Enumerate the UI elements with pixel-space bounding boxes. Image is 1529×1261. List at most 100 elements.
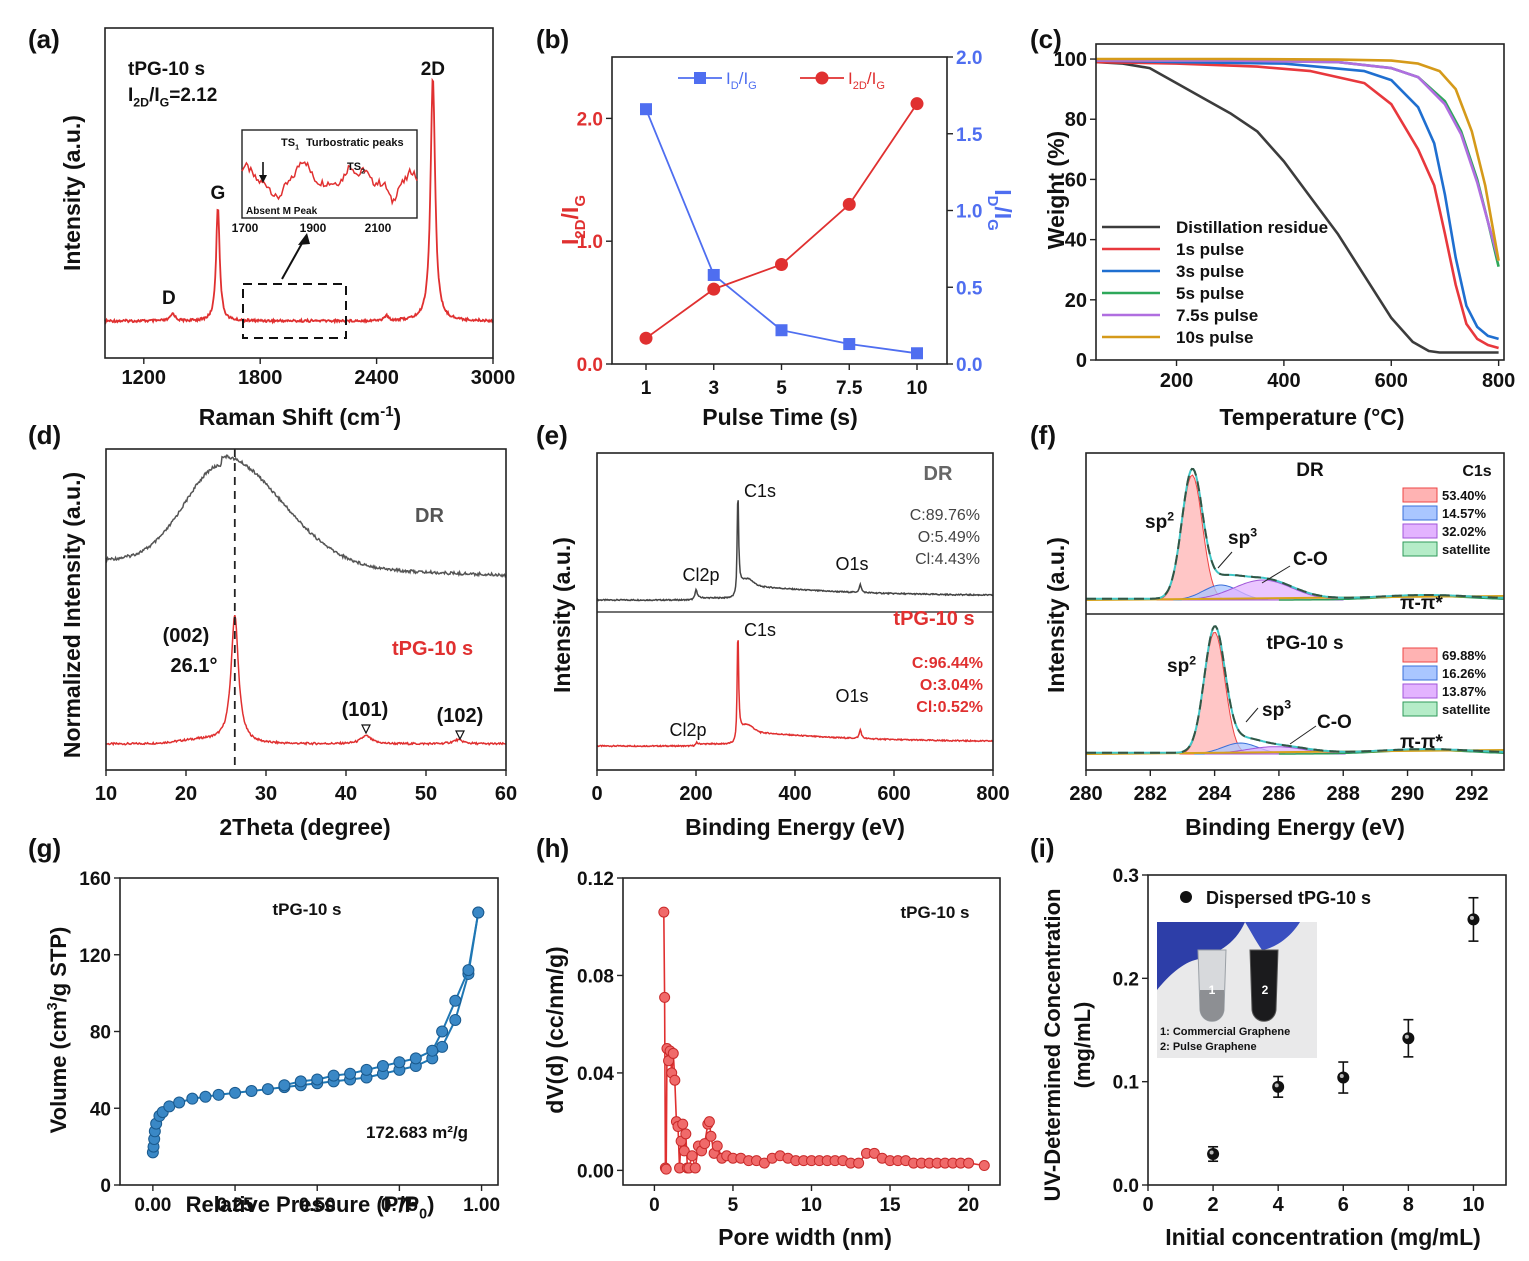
y-axis-title-left-part: 2D	[572, 219, 589, 238]
y-axis-title-left: I2D/IG	[557, 195, 589, 245]
y-axis-title-right-part: /I	[990, 206, 1016, 219]
data-point-square	[640, 103, 652, 116]
y-axis-title: Intensity (a.u.)	[1043, 537, 1069, 693]
isotherm-point	[472, 906, 485, 919]
isotherm-point	[245, 1084, 258, 1097]
ratio-label-part: /I	[149, 85, 160, 106]
pore-curve	[663, 912, 985, 1172]
pore-point	[868, 1147, 880, 1159]
legend-swatch	[1402, 701, 1438, 717]
legend-swatch	[1402, 683, 1438, 699]
peak-marker	[361, 724, 371, 735]
isotherm-point	[409, 1052, 422, 1065]
zoom-box	[242, 283, 347, 339]
y-axis-title-left-part: /I	[557, 207, 583, 220]
ratio-label: I2D/IG=2.12	[128, 85, 217, 110]
legend-swatch	[1402, 541, 1438, 557]
x-tick-label: 800	[976, 783, 1009, 805]
x-tick-label: 7.5	[836, 378, 863, 399]
tube-pulse	[1249, 949, 1279, 1022]
x-axis-title-part: Raman Shift (cm	[199, 404, 380, 430]
series-line-square	[645, 108, 918, 355]
peak-label: O1s	[835, 686, 868, 706]
plot-frame	[105, 448, 507, 771]
legend-label: satellite	[1442, 542, 1490, 557]
peak-label: D	[162, 288, 176, 309]
peak-label: Cl2p	[669, 720, 706, 740]
y-tick-label: 40	[1065, 230, 1087, 252]
x-tick-label: 60	[495, 783, 517, 805]
panel-label-i: (i)	[1030, 833, 1055, 863]
sample-label: tPG-10 s	[901, 903, 970, 922]
x-tick-label: 0	[649, 1195, 660, 1216]
legend-label-part: /I	[739, 69, 748, 88]
data-point	[1272, 1080, 1285, 1093]
y-tick-label: 60	[1065, 169, 1087, 191]
x-tick-label: 3	[708, 378, 719, 399]
data-point-highlight	[1209, 1150, 1214, 1155]
series-label-tpg: tPG-10 s	[893, 608, 974, 630]
zoom-arrow-head	[298, 233, 310, 245]
plot-frame	[1085, 452, 1505, 771]
inset-tick-label: 2100	[365, 221, 392, 235]
x-tick-label: 10	[906, 378, 927, 399]
x-tick-label: 1200	[122, 367, 167, 389]
data-point-circle	[707, 282, 721, 296]
sp2-label: sp2	[1145, 509, 1174, 533]
panel-i-concentration: 1 2 1: Commercial Graphene 2: Pulse Graphen…	[1030, 833, 1507, 1250]
legend-label: 5s pulse	[1176, 284, 1244, 303]
pointer-line	[1289, 725, 1317, 745]
x-axis-title: 2Theta (degree)	[219, 814, 390, 840]
legend-label-part: G	[876, 80, 885, 92]
isotherm-point	[426, 1044, 439, 1057]
inset-caption: 2: Pulse Graphene	[1160, 1041, 1257, 1053]
envelope-dashed	[1086, 625, 1504, 754]
legend-label: 16.26%	[1442, 666, 1487, 681]
y-axis-title-part: Volume (cm	[46, 1010, 71, 1133]
composition-dr: O:5.49%	[918, 529, 980, 546]
y-tick-label: 0.3	[1113, 866, 1139, 887]
y-tick-label: 160	[79, 869, 111, 890]
pi-label: π-π*	[1400, 593, 1443, 614]
sample-label: DR	[1296, 460, 1324, 481]
ts2-label-part: TS	[347, 161, 361, 173]
isotherm-desorption	[284, 912, 480, 1087]
x-tick-label: 282	[1134, 783, 1167, 805]
ts2-label-part: 2	[361, 167, 365, 175]
data-point-circle	[842, 197, 856, 211]
data-point-highlight	[1469, 915, 1474, 920]
x-tick-label: 600	[1375, 370, 1408, 392]
legend-label: 69.88%	[1442, 648, 1487, 663]
legend-label: 14.57%	[1442, 506, 1487, 521]
legend-label-part: I	[848, 69, 853, 88]
legend-label: satellite	[1442, 702, 1490, 717]
legend-label: I2D/IG	[848, 69, 885, 92]
inset-tick-label: 1700	[232, 221, 259, 235]
x-tick-label: 10	[801, 1195, 822, 1216]
tube-label: 2	[1262, 983, 1269, 997]
pointer-line	[1245, 707, 1259, 723]
panel-d-xrd: 10 20 30 40 50 60 DR tPG-10 s (002) 26.1° (101) (10…	[28, 420, 517, 840]
sp3-label: sp3	[1262, 697, 1291, 721]
x-tick-label: 5	[728, 1195, 739, 1216]
ratio-label-part: 2D	[133, 96, 149, 110]
panel-label-g: (g)	[28, 833, 61, 863]
panel-label-f: (f)	[1030, 420, 1056, 450]
x-axis-title: Initial concentration (mg/mL)	[1165, 1224, 1481, 1250]
y-axis-title-part: /g STP)	[46, 927, 71, 1003]
x-tick-label: 0	[1142, 1194, 1153, 1216]
y2-tick-label: 0.5	[956, 278, 983, 299]
legend-swatch	[1402, 505, 1438, 521]
isotherm-point	[212, 1088, 225, 1101]
data-point-highlight	[1274, 1083, 1279, 1088]
legend-swatch	[1402, 665, 1438, 681]
x-axis-title-part: )	[427, 1192, 434, 1217]
isotherm-point	[449, 994, 462, 1007]
x-tick-label: 10	[1462, 1194, 1484, 1216]
data-point-square	[707, 268, 720, 281]
y2-tick-label: 1.0	[956, 202, 982, 223]
sp3-label-part: sp	[1228, 528, 1250, 549]
isotherm-adsorption	[151, 912, 480, 1153]
y-tick-label: 0	[1076, 350, 1087, 372]
pointer-line	[1261, 565, 1291, 584]
